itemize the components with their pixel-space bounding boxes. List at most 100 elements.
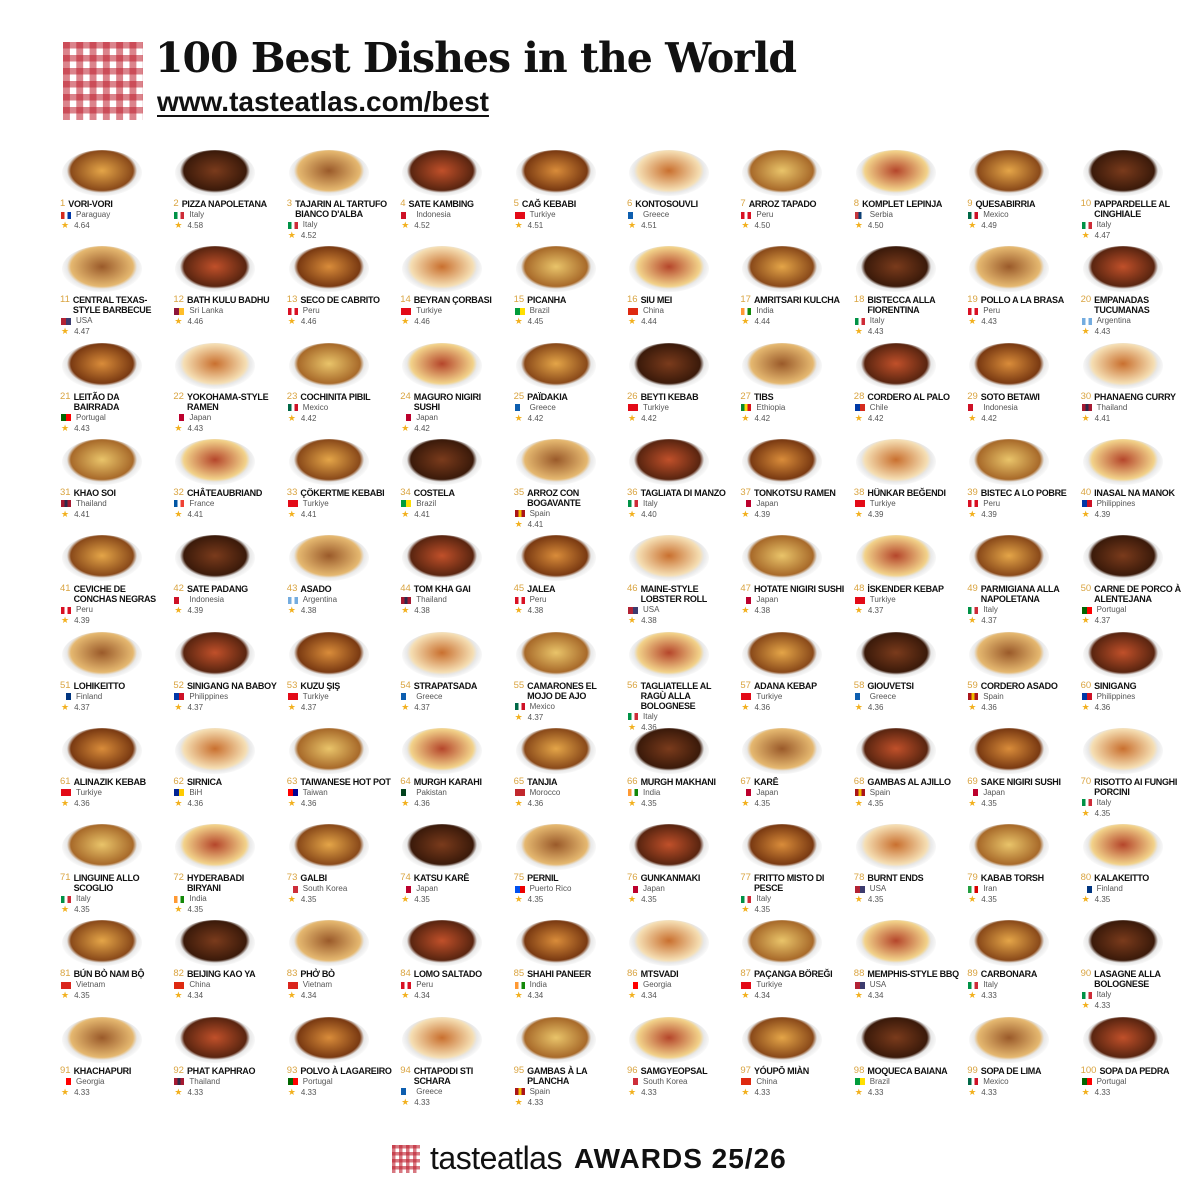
dish-card[interactable]: 77 Fritto Misto di Pesce Italy ★ 4.35 — [738, 824, 850, 920]
dish-card[interactable]: 31 Khao Soi Thailand ★ 4.41 — [58, 438, 170, 535]
dish-card[interactable]: 83 Phở Bò Vietnam ★ 4.34 — [285, 920, 397, 1016]
dish-card[interactable]: 15 Picanha Brazil ★ 4.45 — [512, 246, 624, 342]
dish-card[interactable]: 14 Beyran Çorbasi Turkiye ★ 4.46 — [398, 246, 510, 342]
dish-card[interactable]: 93 Polvo à Lagareiro Portugal ★ 4.33 — [285, 1016, 397, 1113]
dish-card[interactable]: 10 Pappardelle al cinghiale Italy ★ 4.47 — [1079, 150, 1191, 246]
dish-card[interactable]: 5 Cağ Kebabi Turkiye ★ 4.51 — [512, 150, 624, 246]
dish-card[interactable]: 87 Paçanga Böreği Turkiye ★ 4.34 — [738, 920, 850, 1016]
dish-card[interactable]: 68 Gambas al Ajillo Spain ★ 4.35 — [852, 727, 964, 824]
dish-card[interactable]: 29 Soto Betawi Indonesia ★ 4.42 — [965, 342, 1077, 439]
dish-card[interactable]: 19 Pollo a la Brasa Peru ★ 4.43 — [965, 246, 1077, 342]
dish-card[interactable]: 97 Yóupō Miàn China ★ 4.33 — [738, 1016, 850, 1113]
dish-card[interactable]: 28 Cordero al Palo Chile ★ 4.42 — [852, 342, 964, 439]
dish-card[interactable]: 98 Moqueca Baiana Brazil ★ 4.33 — [852, 1016, 964, 1113]
dish-card[interactable]: 21 Leitão da Bairrada Portugal ★ 4.43 — [58, 342, 170, 439]
dish-card[interactable]: 74 Katsu Karē Japan ★ 4.35 — [398, 824, 510, 920]
dish-card[interactable]: 20 Empanadas Tucumanas Argentina ★ 4.43 — [1079, 246, 1191, 342]
dish-card[interactable]: 55 Camarones el Mojo de Ajo Mexico ★ 4.37 — [512, 631, 624, 728]
dish-card[interactable]: 46 Maine-Style Lobster Roll USA ★ 4.38 — [625, 535, 737, 631]
dish-card[interactable]: 58 Giouvetsi Greece ★ 4.36 — [852, 631, 964, 728]
dish-card[interactable]: 67 Karē Japan ★ 4.35 — [738, 727, 850, 824]
dish-card[interactable]: 9 Quesabirria Mexico ★ 4.49 — [965, 150, 1077, 246]
dish-card[interactable]: 95 Gambas à la Plancha Spain ★ 4.33 — [512, 1016, 624, 1113]
dish-card[interactable]: 27 Tibs Ethiopia ★ 4.42 — [738, 342, 850, 439]
dish-card[interactable]: 44 Tom Kha Gai Thailand ★ 4.38 — [398, 535, 510, 631]
dish-card[interactable]: 47 Hotate Nigiri Sushi Japan ★ 4.38 — [738, 535, 850, 631]
dish-card[interactable]: 33 Çökertme Kebabi Turkiye ★ 4.41 — [285, 438, 397, 535]
dish-card[interactable]: 100 Sopa da Pedra Portugal ★ 4.33 — [1079, 1016, 1191, 1113]
dish-card[interactable]: 84 Lomo Saltado Peru ★ 4.34 — [398, 920, 510, 1016]
dish-card[interactable]: 75 Pernil Puerto Rico ★ 4.35 — [512, 824, 624, 920]
dish-card[interactable]: 36 Tagliata di Manzo Italy ★ 4.40 — [625, 438, 737, 535]
dish-card[interactable]: 43 Asado Argentina ★ 4.38 — [285, 535, 397, 631]
dish-card[interactable]: 37 Tonkotsu Ramen Japan ★ 4.39 — [738, 438, 850, 535]
dish-card[interactable]: 56 Tagliatelle al ragù alla bolognese Ital… — [625, 631, 737, 732]
dish-card[interactable]: 16 Siu Mei China ★ 4.44 — [625, 246, 737, 342]
dish-card[interactable]: 69 Sake Nigiri Sushi Japan ★ 4.35 — [965, 727, 1077, 824]
dish-card[interactable]: 60 Sinigang Philippines ★ 4.36 — [1079, 631, 1191, 728]
dish-card[interactable]: 53 Kuzu Şiş Turkiye ★ 4.37 — [285, 631, 397, 728]
dish-card[interactable]: 25 Païdakia Greece ★ 4.42 — [512, 342, 624, 439]
dish-card[interactable]: 89 Carbonara Italy ★ 4.33 — [965, 920, 1077, 1016]
dish-card[interactable]: 92 Phat Kaphrao Thailand ★ 4.33 — [171, 1016, 283, 1113]
dish-card[interactable]: 80 Kalakeitto Finland ★ 4.35 — [1079, 824, 1191, 920]
dish-card[interactable]: 32 Châteaubriand France ★ 4.41 — [171, 438, 283, 535]
dish-card[interactable]: 54 Strapatsada Greece ★ 4.37 — [398, 631, 510, 728]
dish-card[interactable]: 72 Hyderabadi Biryani India ★ 4.35 — [171, 824, 283, 920]
dish-card[interactable]: 3 Tajarin al tartufo bianco d'Alba Italy ★ 4… — [285, 150, 397, 246]
dish-card[interactable]: 86 Mtsvadi Georgia ★ 4.34 — [625, 920, 737, 1016]
dish-card[interactable]: 45 Jalea Peru ★ 4.38 — [512, 535, 624, 631]
dish-card[interactable]: 88 Memphis-Style BBQ USA ★ 4.34 — [852, 920, 964, 1016]
dish-card[interactable]: 99 Sopa de Lima Mexico ★ 4.33 — [965, 1016, 1077, 1113]
dish-card[interactable]: 76 Gunkanmaki Japan ★ 4.35 — [625, 824, 737, 920]
dish-card[interactable]: 62 Sirnica BiH ★ 4.36 — [171, 727, 283, 824]
dish-card[interactable]: 85 Shahi Paneer India ★ 4.34 — [512, 920, 624, 1016]
dish-card[interactable]: 81 Bún Bò Nam Bộ Vietnam ★ 4.35 — [58, 920, 170, 1016]
dish-card[interactable]: 41 Ceviche de Conchas Negras Peru ★ 4.39 — [58, 535, 170, 631]
dish-card[interactable]: 11 Central Texas-Style Barbecue USA ★ 4.47 — [58, 246, 170, 342]
dish-card[interactable]: 71 Linguine allo Scoglio Italy ★ 4.35 — [58, 824, 170, 920]
dish-card[interactable]: 1 Vori-Vori Paraguay ★ 4.64 — [58, 150, 170, 246]
dish-card[interactable]: 94 Chtapodi sti Schara Greece ★ 4.33 — [398, 1016, 510, 1113]
dish-card[interactable]: 96 Samgyeopsal South Korea ★ 4.33 — [625, 1016, 737, 1113]
dish-card[interactable]: 64 Murgh Karahi Pakistan ★ 4.36 — [398, 727, 510, 824]
website-link[interactable]: www.tasteatlas.com/best — [157, 86, 489, 117]
dish-card[interactable]: 78 Burnt Ends USA ★ 4.35 — [852, 824, 964, 920]
dish-card[interactable]: 73 Galbi South Korea ★ 4.35 — [285, 824, 397, 920]
dish-card[interactable]: 65 Tanjia Morocco ★ 4.36 — [512, 727, 624, 824]
dish-card[interactable]: 82 Beijing Kao Ya China ★ 4.34 — [171, 920, 283, 1016]
dish-card[interactable]: 7 Arroz Tapado Peru ★ 4.50 — [738, 150, 850, 246]
dish-card[interactable]: 13 Seco de Cabrito Peru ★ 4.46 — [285, 246, 397, 342]
dish-card[interactable]: 39 Bistec a lo Pobre Peru ★ 4.39 — [965, 438, 1077, 535]
dish-card[interactable]: 66 Murgh Makhani India ★ 4.35 — [625, 727, 737, 824]
dish-card[interactable]: 24 Maguro Nigiri Sushi Japan ★ 4.42 — [398, 342, 510, 439]
dish-card[interactable]: 6 Kontosouvli Greece ★ 4.51 — [625, 150, 737, 246]
dish-card[interactable]: 49 Parmigiana alla Napoletana Italy ★ 4.37 — [965, 535, 1077, 631]
dish-card[interactable]: 90 Lasagne alla Bolognese Italy ★ 4.33 — [1079, 920, 1191, 1016]
dish-card[interactable]: 2 Pizza Napoletana Italy ★ 4.58 — [171, 150, 283, 246]
dish-card[interactable]: 57 Adana Kebap Turkiye ★ 4.36 — [738, 631, 850, 728]
dish-card[interactable]: 38 Hünkar Beğendi Turkiye ★ 4.39 — [852, 438, 964, 535]
dish-card[interactable]: 23 Cochinita Pibil Mexico ★ 4.42 — [285, 342, 397, 439]
dish-card[interactable]: 30 Phanaeng Curry Thailand ★ 4.41 — [1079, 342, 1191, 439]
dish-card[interactable]: 70 Risotto ai Funghi Porcini Italy ★ 4.35 — [1079, 727, 1191, 824]
dish-card[interactable]: 42 Sate Padang Indonesia ★ 4.39 — [171, 535, 283, 631]
dish-card[interactable]: 51 Lohikeitto Finland ★ 4.37 — [58, 631, 170, 728]
dish-card[interactable]: 12 Bath Kulu Badhu Sri Lanka ★ 4.46 — [171, 246, 283, 342]
dish-card[interactable]: 35 Arroz con Bogavante Spain ★ 4.41 — [512, 438, 624, 535]
dish-card[interactable]: 18 Bistecca alla Fiorentina Italy ★ 4.43 — [852, 246, 964, 342]
dish-card[interactable]: 59 Cordero Asado Spain ★ 4.36 — [965, 631, 1077, 728]
dish-card[interactable]: 4 Sate Kambing Indonesia ★ 4.52 — [398, 150, 510, 246]
dish-card[interactable]: 48 İskender Kebap Turkiye ★ 4.37 — [852, 535, 964, 631]
dish-card[interactable]: 40 Inasal na Manok Philippines ★ 4.39 — [1079, 438, 1191, 535]
dish-card[interactable]: 8 Komplet Lepinja Serbia ★ 4.50 — [852, 150, 964, 246]
dish-card[interactable]: 61 Alinazik Kebab Turkiye ★ 4.36 — [58, 727, 170, 824]
dish-card[interactable]: 91 Khachapuri Georgia ★ 4.33 — [58, 1016, 170, 1113]
dish-card[interactable]: 17 Amritsari Kulcha India ★ 4.44 — [738, 246, 850, 342]
dish-card[interactable]: 79 Kabab Torsh Iran ★ 4.35 — [965, 824, 1077, 920]
dish-card[interactable]: 26 Beyti Kebab Turkiye ★ 4.42 — [625, 342, 737, 439]
dish-card[interactable]: 34 Costela Brazil ★ 4.41 — [398, 438, 510, 535]
dish-card[interactable]: 52 Sinigang na Baboy Philippines ★ 4.37 — [171, 631, 283, 728]
dish-card[interactable]: 50 Carne de Porco à Alentejana Portugal ★ 4.… — [1079, 535, 1191, 631]
dish-card[interactable]: 63 Taiwanese Hot Pot Taiwan ★ 4.36 — [285, 727, 397, 824]
